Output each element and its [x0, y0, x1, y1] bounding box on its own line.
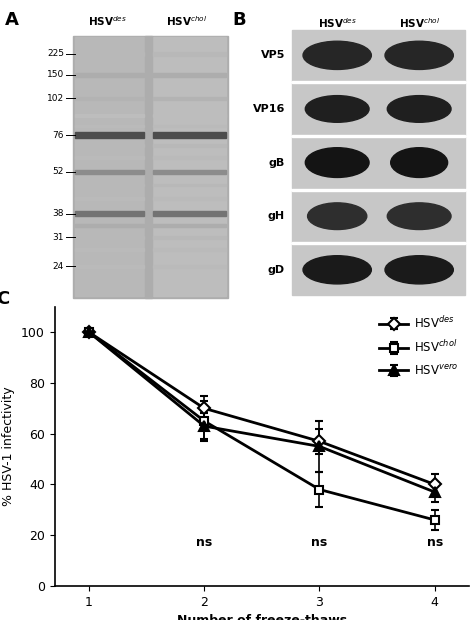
Bar — [153, 125, 226, 128]
Bar — [153, 132, 226, 138]
Ellipse shape — [303, 42, 371, 69]
Text: A: A — [5, 11, 18, 29]
Ellipse shape — [305, 148, 369, 177]
Bar — [292, 30, 465, 81]
Bar — [75, 224, 144, 228]
Bar — [75, 211, 144, 216]
Bar — [75, 97, 144, 100]
Text: 76: 76 — [53, 131, 64, 140]
Y-axis label: % HSV-1 infectivity: % HSV-1 infectivity — [2, 387, 15, 506]
Text: 38: 38 — [53, 210, 64, 218]
Bar — [145, 35, 152, 298]
Text: HSV$^{chol}$: HSV$^{chol}$ — [399, 17, 440, 30]
Bar — [153, 52, 226, 56]
Ellipse shape — [391, 148, 447, 177]
X-axis label: Number of freeze-thaws: Number of freeze-thaws — [177, 614, 347, 620]
Bar — [75, 73, 144, 77]
Text: HSV$^{des}$: HSV$^{des}$ — [88, 14, 127, 29]
Bar — [292, 242, 465, 244]
Bar — [73, 35, 228, 298]
Bar — [75, 169, 144, 174]
Bar — [153, 156, 226, 159]
Bar — [292, 244, 465, 296]
Bar — [75, 114, 144, 117]
Bar — [292, 188, 465, 190]
Bar — [153, 224, 226, 228]
Ellipse shape — [308, 203, 367, 229]
Text: VP16: VP16 — [253, 104, 285, 114]
Bar — [153, 184, 226, 187]
Bar — [153, 236, 226, 239]
Bar — [75, 236, 144, 239]
Bar — [75, 197, 144, 200]
Bar — [153, 73, 226, 77]
Text: gH: gH — [268, 211, 285, 221]
Text: 102: 102 — [47, 94, 64, 103]
Ellipse shape — [303, 255, 371, 284]
Text: 150: 150 — [47, 70, 64, 79]
Bar — [153, 211, 226, 216]
Bar — [153, 37, 226, 296]
Bar — [153, 197, 226, 200]
Bar — [153, 169, 226, 174]
Text: HSV$^{des}$: HSV$^{des}$ — [318, 17, 357, 30]
Bar — [75, 156, 144, 159]
Bar — [292, 81, 465, 83]
Bar — [75, 144, 144, 147]
Bar — [75, 265, 144, 268]
Bar — [153, 97, 226, 100]
Text: VP5: VP5 — [260, 50, 285, 60]
Bar — [153, 144, 226, 147]
Bar — [153, 114, 226, 117]
Text: ns: ns — [196, 536, 212, 549]
Bar — [75, 52, 144, 56]
Text: B: B — [232, 11, 246, 29]
Ellipse shape — [385, 42, 453, 69]
Text: gD: gD — [268, 265, 285, 275]
Text: ns: ns — [311, 536, 328, 549]
Text: 24: 24 — [53, 262, 64, 271]
Bar — [153, 265, 226, 268]
Bar — [75, 184, 144, 187]
Text: HSV$^{chol}$: HSV$^{chol}$ — [166, 14, 208, 29]
Bar — [153, 248, 226, 250]
Legend: HSV$^{des}$, HSV$^{chol}$, HSV$^{vero}$: HSV$^{des}$, HSV$^{chol}$, HSV$^{vero}$ — [374, 310, 464, 383]
Ellipse shape — [385, 255, 453, 284]
Bar — [75, 37, 144, 296]
Bar — [75, 248, 144, 250]
Ellipse shape — [305, 95, 369, 122]
Bar — [75, 125, 144, 128]
Text: 225: 225 — [47, 50, 64, 58]
Text: ns: ns — [427, 536, 443, 549]
Bar — [292, 137, 465, 188]
Bar — [75, 132, 144, 138]
Ellipse shape — [387, 95, 451, 122]
Bar — [292, 190, 465, 242]
Text: gB: gB — [269, 157, 285, 167]
Text: 52: 52 — [53, 167, 64, 177]
Bar — [292, 135, 465, 137]
Text: 31: 31 — [53, 233, 64, 242]
Bar — [292, 83, 465, 135]
Text: C: C — [0, 290, 9, 308]
Ellipse shape — [387, 203, 451, 229]
